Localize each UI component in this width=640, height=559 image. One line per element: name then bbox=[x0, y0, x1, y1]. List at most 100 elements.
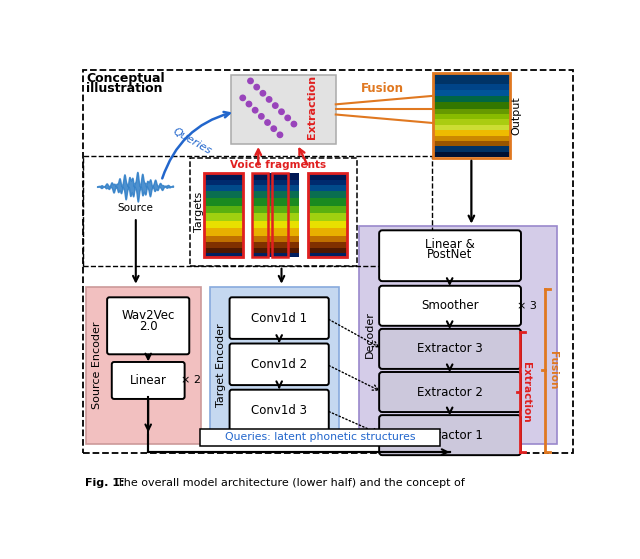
Bar bbox=[308, 213, 347, 221]
Text: Decoder: Decoder bbox=[365, 311, 375, 358]
Circle shape bbox=[252, 107, 258, 113]
FancyBboxPatch shape bbox=[230, 297, 329, 339]
Bar bbox=[204, 243, 243, 248]
Bar bbox=[308, 253, 347, 257]
Bar bbox=[204, 253, 243, 257]
FancyBboxPatch shape bbox=[112, 362, 184, 399]
Bar bbox=[433, 125, 510, 130]
Text: Targets: Targets bbox=[193, 192, 204, 232]
Bar bbox=[433, 84, 510, 90]
Bar bbox=[204, 173, 243, 180]
Text: Linear: Linear bbox=[130, 374, 166, 387]
Text: Extractor 3: Extractor 3 bbox=[417, 343, 483, 356]
Bar bbox=[308, 243, 347, 248]
Bar bbox=[252, 180, 298, 185]
Bar bbox=[433, 136, 510, 141]
FancyBboxPatch shape bbox=[379, 329, 521, 369]
Bar bbox=[308, 221, 347, 228]
Circle shape bbox=[277, 132, 283, 138]
Bar bbox=[433, 108, 510, 114]
Bar bbox=[308, 173, 347, 180]
Text: Fig. 1:: Fig. 1: bbox=[85, 478, 125, 488]
Bar bbox=[359, 226, 557, 444]
Bar bbox=[433, 90, 510, 96]
Text: PostNet: PostNet bbox=[427, 248, 472, 262]
Bar bbox=[204, 180, 243, 185]
Text: 2.0: 2.0 bbox=[139, 320, 157, 333]
Bar bbox=[252, 191, 298, 198]
Bar bbox=[252, 198, 298, 206]
Bar bbox=[190, 158, 356, 266]
Bar bbox=[252, 236, 298, 243]
Text: Smoother: Smoother bbox=[421, 299, 479, 312]
Text: The overall model architecture (lower half) and the concept of: The overall model architecture (lower ha… bbox=[117, 478, 465, 488]
Circle shape bbox=[279, 109, 284, 115]
Bar bbox=[252, 173, 268, 257]
Bar bbox=[308, 198, 347, 206]
FancyBboxPatch shape bbox=[230, 344, 329, 385]
Circle shape bbox=[291, 121, 296, 127]
FancyBboxPatch shape bbox=[379, 415, 521, 455]
Bar bbox=[433, 130, 510, 136]
Text: Target Encoder: Target Encoder bbox=[216, 323, 226, 407]
Circle shape bbox=[271, 126, 276, 131]
Bar bbox=[433, 141, 510, 146]
Text: Extraction: Extraction bbox=[307, 75, 317, 139]
Text: Queries: latent phonetic structures: Queries: latent phonetic structures bbox=[225, 433, 415, 443]
Bar bbox=[308, 228, 347, 236]
Bar bbox=[204, 228, 243, 236]
Bar bbox=[204, 198, 243, 206]
Bar bbox=[433, 73, 510, 158]
Text: Output: Output bbox=[511, 96, 522, 135]
Bar bbox=[204, 248, 243, 253]
Circle shape bbox=[259, 113, 264, 119]
FancyBboxPatch shape bbox=[379, 286, 521, 326]
Bar bbox=[308, 206, 347, 213]
Text: Wav2Vec: Wav2Vec bbox=[122, 309, 175, 323]
Bar bbox=[272, 173, 288, 257]
Bar bbox=[200, 429, 440, 446]
FancyBboxPatch shape bbox=[107, 297, 189, 354]
Text: Extractor 1: Extractor 1 bbox=[417, 429, 483, 442]
Bar bbox=[308, 248, 347, 253]
Bar bbox=[83, 70, 573, 453]
Bar bbox=[252, 185, 298, 191]
FancyBboxPatch shape bbox=[379, 372, 521, 412]
Circle shape bbox=[254, 84, 259, 90]
Text: Conv1d 1: Conv1d 1 bbox=[251, 311, 307, 325]
Text: Fusion: Fusion bbox=[548, 351, 557, 390]
Bar bbox=[83, 155, 432, 266]
Bar bbox=[433, 152, 510, 157]
Circle shape bbox=[246, 101, 252, 107]
Bar bbox=[204, 236, 243, 243]
Circle shape bbox=[266, 97, 272, 102]
Bar bbox=[252, 228, 298, 236]
Text: Conv1d 3: Conv1d 3 bbox=[251, 404, 307, 417]
Bar bbox=[433, 114, 510, 120]
Text: Linear &: Linear & bbox=[425, 238, 474, 250]
Bar bbox=[86, 287, 201, 444]
Bar bbox=[308, 173, 347, 257]
Circle shape bbox=[260, 91, 266, 96]
Circle shape bbox=[240, 95, 246, 101]
Bar bbox=[252, 221, 298, 228]
Text: Fusion: Fusion bbox=[361, 82, 404, 95]
Circle shape bbox=[248, 78, 253, 84]
Bar bbox=[204, 185, 243, 191]
Bar bbox=[308, 191, 347, 198]
Text: Voice fragments: Voice fragments bbox=[230, 160, 326, 170]
Bar bbox=[308, 185, 347, 191]
Bar bbox=[252, 253, 298, 257]
Bar bbox=[231, 75, 336, 144]
Bar bbox=[252, 206, 298, 213]
Bar bbox=[433, 102, 510, 108]
Bar bbox=[308, 180, 347, 185]
Text: Conceptual: Conceptual bbox=[86, 72, 165, 85]
Circle shape bbox=[265, 120, 270, 125]
Bar bbox=[204, 191, 243, 198]
Text: Queries: Queries bbox=[172, 127, 214, 157]
Bar bbox=[252, 248, 298, 253]
Bar bbox=[433, 73, 510, 84]
Bar bbox=[252, 243, 298, 248]
Bar bbox=[308, 236, 347, 243]
